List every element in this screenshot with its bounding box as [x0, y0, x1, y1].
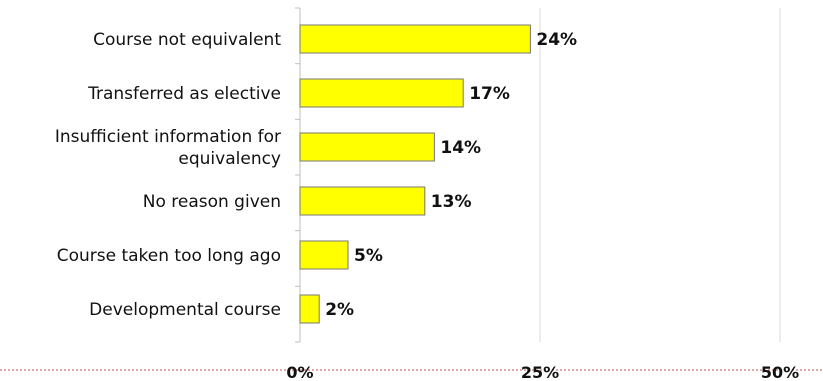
x-tick-label-0: 0% — [286, 363, 313, 381]
x-tick-label-2: 50% — [761, 363, 799, 381]
category-label-2: Insufficient information for equivalency — [55, 127, 281, 169]
category-label-0: Course not equivalent — [93, 30, 281, 50]
category-label-1: Transferred as elective — [87, 84, 281, 104]
category-label-2-line-1: equivalency — [178, 149, 281, 169]
value-label-5: 2% — [325, 300, 354, 320]
value-label-0: 24% — [536, 30, 577, 50]
category-label-4-line-0: Course taken too long ago — [57, 246, 281, 266]
category-label-1-line-0: Transferred as elective — [87, 84, 281, 104]
bar-1 — [299, 78, 464, 108]
category-label-5: Developmental course — [89, 300, 281, 320]
category-label-3-line-0: No reason given — [143, 192, 281, 212]
x-tick-label-1: 25% — [521, 363, 559, 381]
value-label-1: 17% — [469, 84, 510, 104]
category-label-4: Course taken too long ago — [57, 246, 281, 266]
value-label-2: 14% — [440, 138, 481, 158]
category-label-0-line-0: Course not equivalent — [93, 30, 281, 50]
bar-5 — [299, 294, 320, 324]
bar-3 — [299, 186, 426, 216]
value-label-4: 5% — [354, 246, 383, 266]
bar-0 — [299, 24, 531, 54]
category-label-5-line-0: Developmental course — [89, 300, 281, 320]
value-label-3: 13% — [431, 192, 472, 212]
category-label-2-line-0: Insufficient information for — [55, 127, 281, 147]
bar-2 — [299, 132, 435, 162]
bar-4 — [299, 240, 349, 270]
category-label-3: No reason given — [143, 192, 281, 212]
